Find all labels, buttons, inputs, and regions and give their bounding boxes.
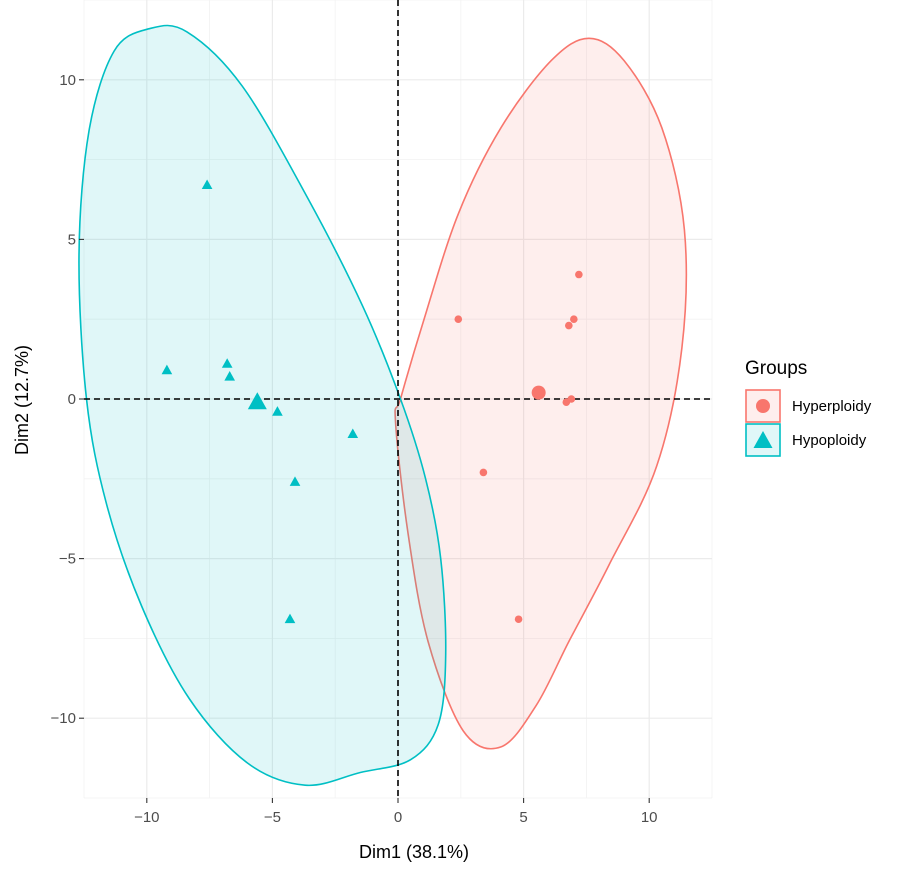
point-hypoploidy (161, 364, 173, 375)
legend-triangle-icon (753, 431, 773, 448)
y-tick-label: 5 (68, 231, 76, 248)
data-points (161, 179, 583, 624)
point-hypoploidy (347, 428, 359, 439)
point-hyperploidy (454, 315, 463, 324)
y-tick-label: 10 (59, 72, 76, 89)
legend-entry-hypoploidy: Hypoploidy (745, 423, 867, 457)
y-axis-title: Dim2 (12.7%) (12, 345, 32, 455)
legend-circle-icon (756, 399, 770, 413)
legend: Groups Hyperploidy Hypoploidy (745, 358, 872, 457)
x-tick-label: 0 (394, 809, 402, 826)
point-hyperploidy (562, 398, 571, 406)
x-tick-label: 10 (641, 809, 658, 826)
point-hyperploidy (575, 270, 583, 279)
x-tick-label: −10 (134, 809, 159, 826)
reference-lines (84, 0, 712, 798)
y-tick-label: 0 (68, 391, 76, 408)
centroid-hyperploidy (531, 385, 546, 400)
point-hypoploidy (221, 358, 233, 368)
legend-label: Hyperploidy (792, 398, 872, 415)
legend-title: Groups (745, 358, 807, 379)
point-hypoploidy (272, 406, 283, 416)
y-tick-label: −5 (59, 551, 76, 568)
point-hyperploidy (479, 468, 488, 477)
x-tick-label: −5 (264, 809, 281, 826)
point-hypoploidy (289, 476, 301, 486)
legend-entry-hyperploidy: Hyperploidy (745, 389, 872, 423)
legend-label: Hypoploidy (792, 432, 867, 449)
point-hypoploidy (224, 371, 236, 381)
x-axis-title: Dim1 (38.1%) (359, 842, 469, 862)
x-tick-label: 5 (519, 809, 527, 826)
point-hypoploidy (201, 179, 213, 190)
point-hyperploidy (565, 321, 573, 330)
legend-key (745, 423, 781, 457)
axes: −10 −5 0 5 10 −10 −5 0 5 10 (51, 72, 658, 826)
y-tick-label: −10 (51, 710, 76, 727)
centroid-hypoploidy (247, 392, 267, 410)
point-hyperploidy (570, 315, 578, 324)
legend-entries: Hyperploidy Hypoploidy (745, 389, 872, 457)
point-hyperploidy (514, 615, 523, 624)
point-hypoploidy (284, 613, 296, 624)
